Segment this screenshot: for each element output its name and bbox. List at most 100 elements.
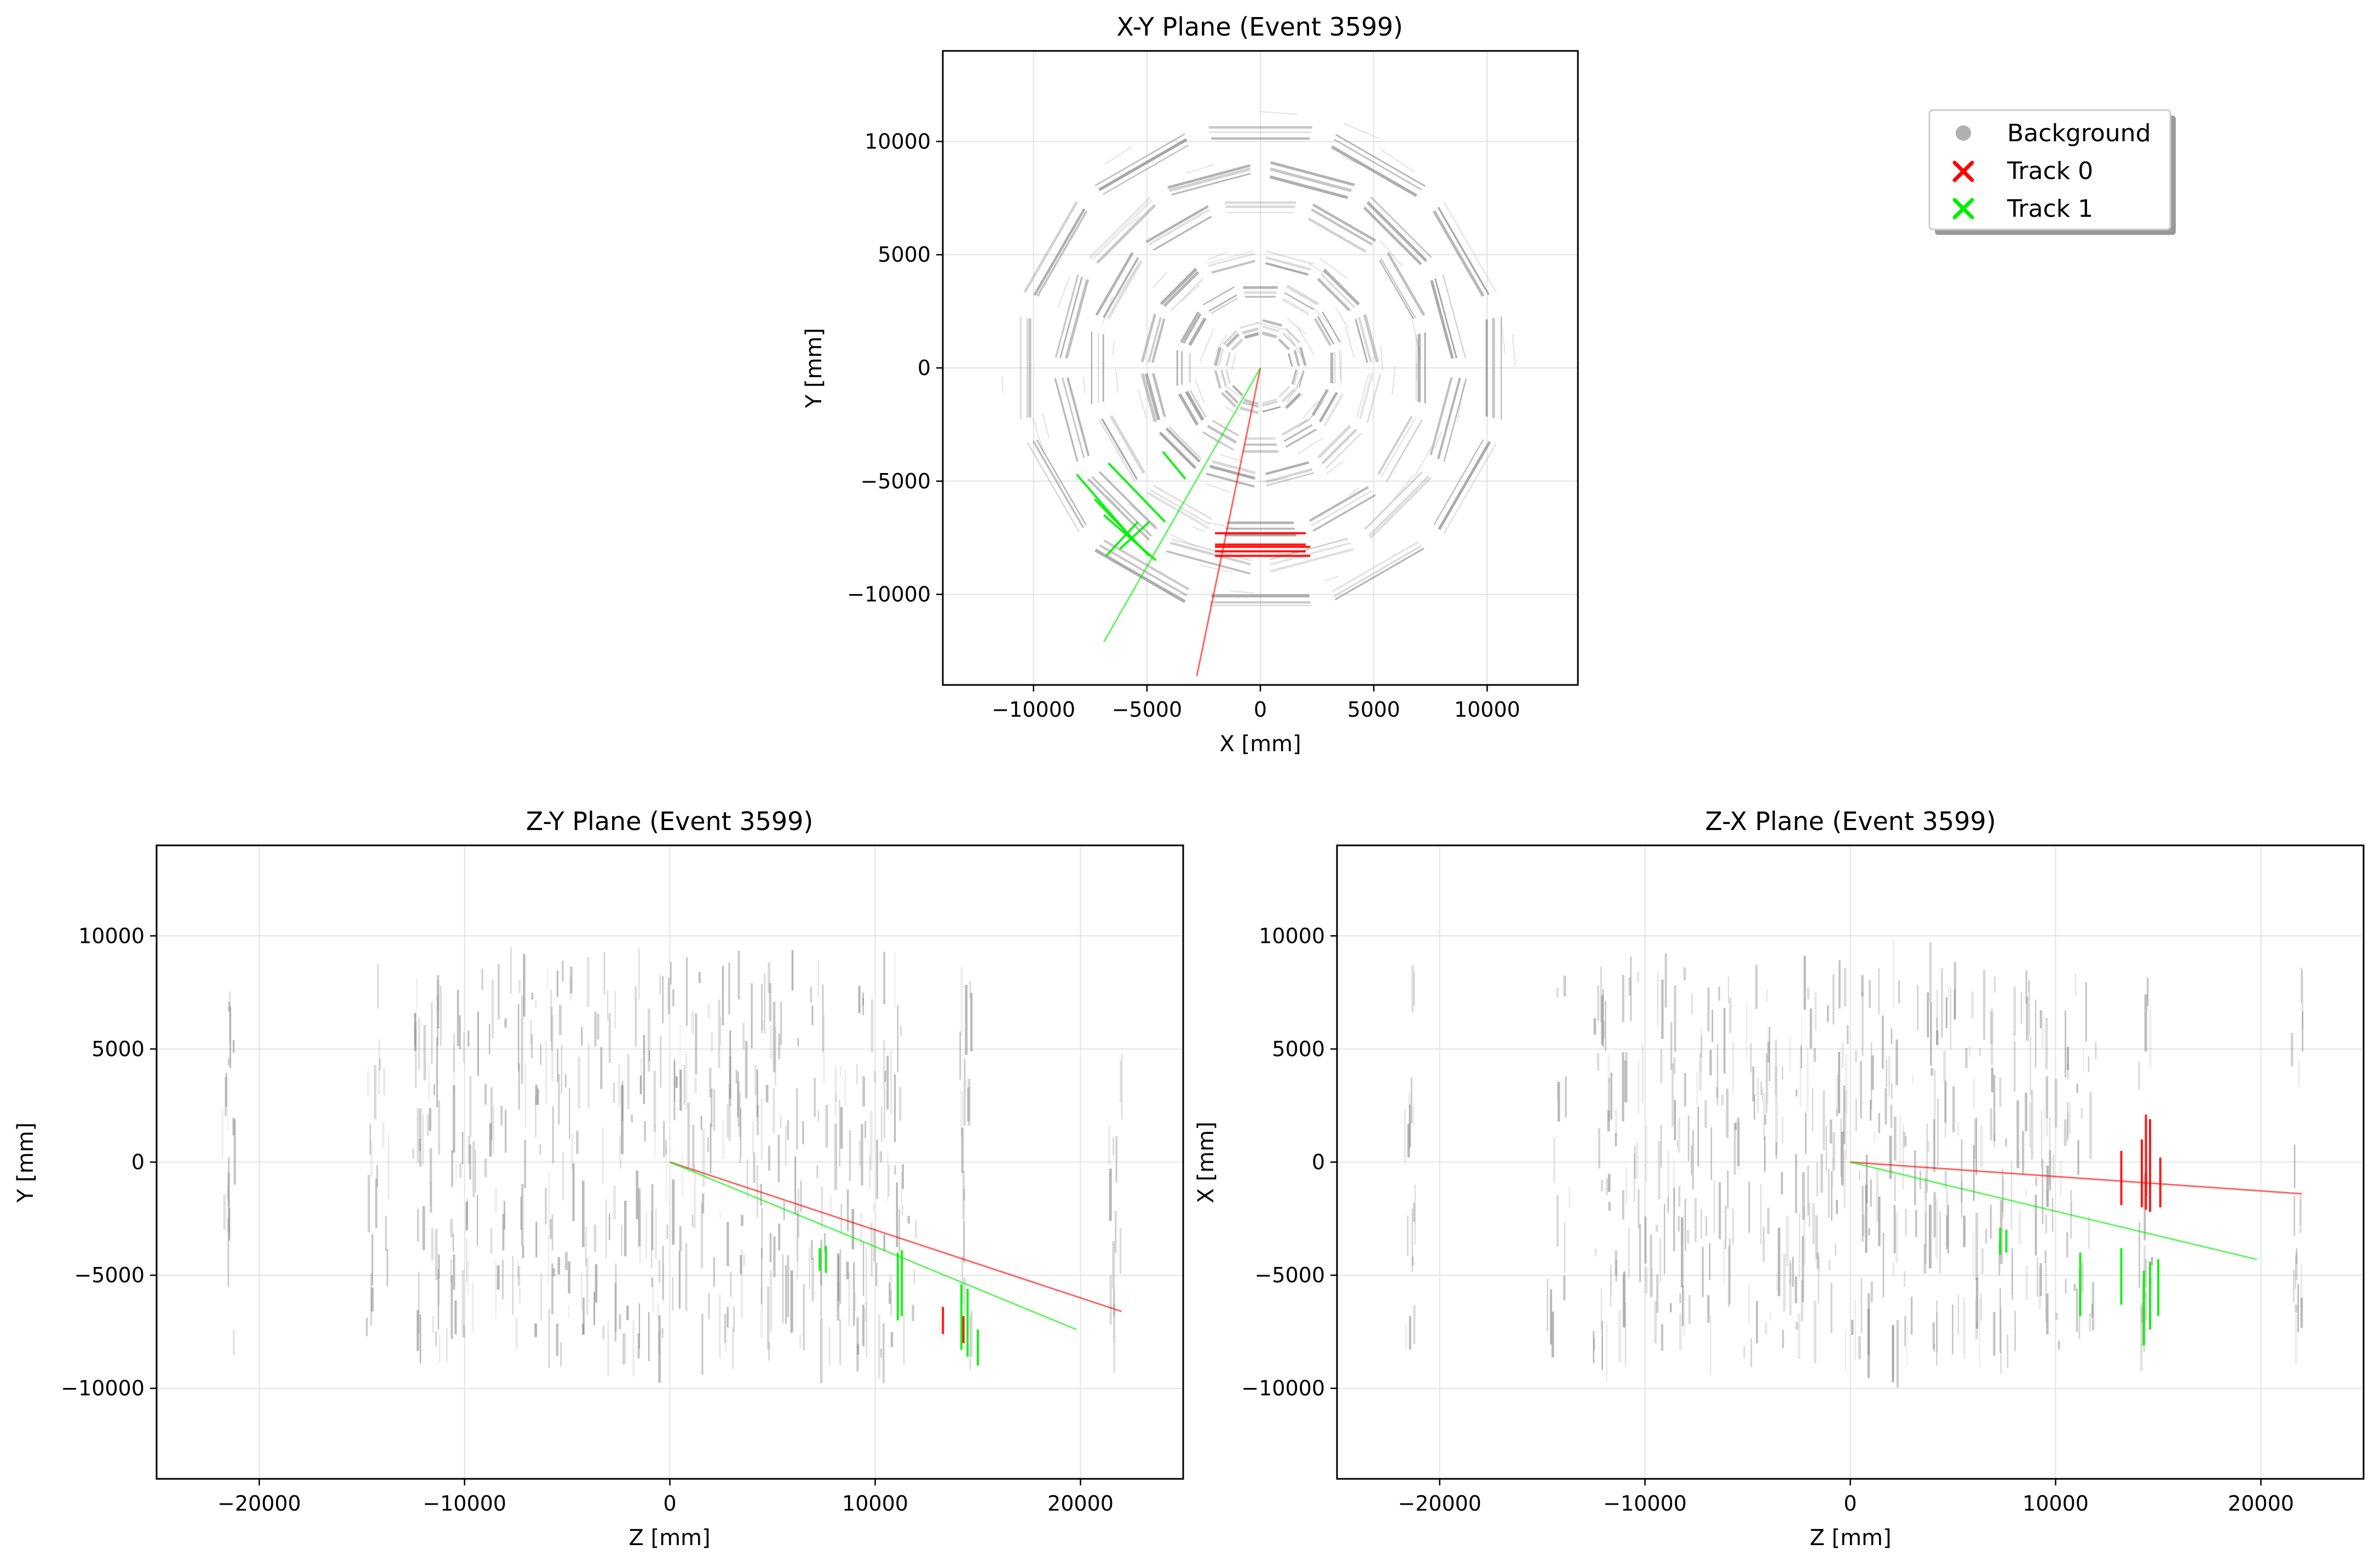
xy-background-hit <box>1219 453 1244 463</box>
xy-background-hit <box>1282 332 1296 347</box>
xy-background-hit <box>1334 139 1422 191</box>
xy-background-hit <box>1419 346 1422 360</box>
xy-y-tick-label: 0 <box>918 356 931 380</box>
xy-background-hit <box>1310 304 1328 322</box>
xy-background-hit <box>1146 491 1209 529</box>
xy-background-hit <box>1430 377 1453 456</box>
xy-background-hit <box>1324 432 1362 470</box>
xy-background-hit <box>1165 427 1201 463</box>
xy-background-hit <box>1140 373 1157 422</box>
zx-x-tick-label: −20000 <box>1398 1491 1482 1516</box>
xy-background-hit <box>1213 347 1222 366</box>
legend-marker-track-0 <box>1952 160 1974 182</box>
xy-background-hit <box>1415 446 1433 476</box>
xy-background-hit <box>1199 328 1215 362</box>
xy-background-hit <box>1091 476 1152 537</box>
xy-background-hit <box>1128 503 1157 527</box>
xy-background-hit <box>1442 274 1466 358</box>
xy-background-hit <box>1296 326 1315 355</box>
xy-background-hit <box>1434 278 1457 359</box>
xy-background-hit <box>1115 369 1119 394</box>
zy-x-tick-label: 20000 <box>1047 1491 1114 1516</box>
xy-background-hit <box>1144 373 1161 420</box>
xy-y-tick-label: −10000 <box>847 583 931 607</box>
xy-background-hit <box>1318 391 1338 423</box>
zx-track-lines <box>1850 1161 2302 1260</box>
xy-background-hit <box>1151 318 1166 363</box>
zy-track-line-1 <box>669 1161 1077 1330</box>
xy-track-line-1 <box>1103 367 1261 643</box>
zx-y-tick-label: −10000 <box>1241 1376 1325 1401</box>
xy-background-hit <box>1262 319 1283 327</box>
xy-background-hit <box>1152 216 1212 251</box>
xy-background-hit <box>1201 564 1233 573</box>
xy-background-hit <box>1168 426 1202 460</box>
xy-background-hit <box>1059 276 1083 359</box>
zy-x-tick-label: 10000 <box>842 1491 908 1516</box>
xy-background-hit <box>1379 260 1414 319</box>
legend-marker-background <box>1956 125 1971 141</box>
xy-background-hit <box>1101 418 1138 480</box>
xy-background-hit <box>1385 419 1423 482</box>
xy-background-hit <box>1027 442 1080 532</box>
xy-background-hit <box>1082 377 1086 394</box>
xy-background-hit <box>1206 250 1255 264</box>
xy-background-hit <box>1438 441 1491 531</box>
xy-background-hit <box>1321 429 1357 465</box>
xy-track-hit <box>1119 521 1150 550</box>
xy-background-hit <box>1185 390 1205 421</box>
xy-background-hit <box>1229 590 1254 594</box>
xy-background-hit <box>1282 297 1310 316</box>
xy-background-hit <box>1377 416 1413 475</box>
zy-plane-title: Z-Y Plane (Event 3599) <box>526 806 814 836</box>
xy-background-hit <box>1098 138 1188 192</box>
xy-background-hit <box>1225 352 1231 367</box>
xy-background-hit <box>1218 348 1224 366</box>
xy-background-hit <box>1500 320 1506 353</box>
xy-background-hit <box>1367 373 1381 423</box>
zx-ticks: −20000 −10000 0 10000 20000 −10000 −5000 0 5000 1… <box>1241 924 2294 1516</box>
xy-background-hit <box>1032 418 1045 455</box>
xy-background-hit <box>1265 256 1311 271</box>
xy-background-hit <box>1103 539 1190 591</box>
xy-background-hit <box>1209 465 1255 480</box>
xy-background-hit <box>1287 318 1306 336</box>
xy-track-hit <box>1105 521 1139 557</box>
xy-background-hit <box>1335 307 1349 329</box>
xy-background-hit <box>1240 322 1259 329</box>
xy-background-hit <box>1168 167 1251 192</box>
xy-background-hit <box>1214 334 1228 354</box>
xy-background-hit <box>1151 373 1166 417</box>
xy-background-hit <box>1054 378 1079 462</box>
xy-background-hit <box>1107 260 1143 320</box>
xy-background-hit <box>1270 161 1355 187</box>
zx-y-tick-label: 0 <box>1312 1150 1325 1174</box>
zy-y-tick-label: 0 <box>131 1150 145 1174</box>
xy-background-hit <box>1220 391 1237 407</box>
xy-background-hit <box>1344 123 1379 139</box>
xy-background-hit <box>1432 210 1485 297</box>
xy-background-hit <box>1338 349 1341 380</box>
xy-background-hit <box>1386 252 1426 316</box>
xy-background-hit <box>1261 331 1277 339</box>
xy-background-hit <box>1380 258 1416 319</box>
xy-background-hit <box>1311 389 1329 416</box>
xy-y-axis-label: Y [mm] <box>802 328 827 408</box>
xy-background-hit <box>1287 334 1303 358</box>
xy-background-hit <box>1186 164 1214 174</box>
zy-x-tick-label: 0 <box>663 1491 676 1516</box>
xy-background-hit <box>1311 490 1373 527</box>
xy-background-hit <box>1225 406 1241 417</box>
xy-background-hit <box>1380 417 1416 477</box>
xy-background-hit <box>1369 477 1432 539</box>
xy-background-hit <box>1433 439 1484 525</box>
xy-background-hit <box>1148 208 1210 246</box>
xy-background-hit <box>1171 278 1203 311</box>
xy-background-hit <box>1278 338 1290 350</box>
xy-background-hit <box>1057 276 1070 309</box>
zy-background-hits <box>222 947 1123 1384</box>
xy-background-hit <box>1262 331 1280 338</box>
xy-background-hit <box>1291 369 1297 385</box>
xy-track-lines <box>1103 367 1261 676</box>
